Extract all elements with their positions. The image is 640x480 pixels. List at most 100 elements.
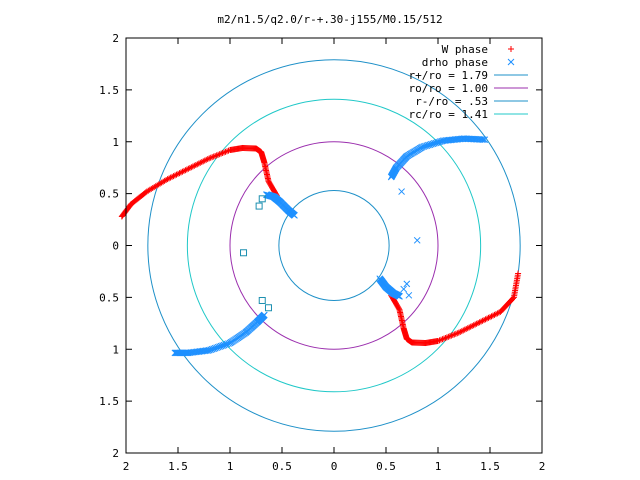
y-tick-label: 2 [112,447,119,460]
drho-phase-point [405,291,413,299]
w-phase-point [164,176,171,183]
w-phase-point [457,328,464,335]
drho-phase-point [174,349,182,357]
w-phase-point [183,166,190,173]
w-phase-point [440,335,447,342]
drho-phase-point [172,349,180,357]
w-phase-point [435,337,441,344]
w-phase-point [218,150,225,157]
w-phase-point [476,319,483,326]
w-phase-point [207,154,214,161]
w-phase-point [175,170,181,177]
w-phase-point [180,167,187,174]
y-tick-label: 0 [112,240,119,253]
w-phase-point [472,321,479,328]
series-0 [118,144,522,347]
drho-phase-point [396,292,403,300]
w-phase-point [222,148,229,155]
drho-phase-point [173,349,181,357]
w-phase-point [470,322,477,329]
x-tick-label: 1 [227,460,234,473]
legend-marker [508,46,514,52]
w-phase-point [445,333,452,340]
w-phase-point [492,311,499,318]
drho-phase-point [481,136,489,144]
w-phase-point [449,332,456,339]
y-tick-label: 1.5 [99,84,119,97]
drho-phase-point [403,280,411,288]
w-phase-point [195,160,202,167]
y-tick-label: 1 [112,136,119,149]
y-tick-label: 0.5 [99,291,119,304]
drho-phase-point [291,212,298,219]
w-phase-point [167,174,174,181]
w-phase-point [488,313,495,320]
w-phase-point [494,310,501,317]
w-phase-point [439,336,446,343]
square-marker [255,202,263,210]
w-phase-point [219,150,226,157]
w-phase-point [446,333,453,340]
drho-phase-point [478,136,486,143]
w-phase-point [197,159,204,166]
w-phase-point [177,169,184,176]
x-tick-label: 0 [331,460,338,473]
w-phase-point [461,326,468,333]
w-phase-point [478,318,485,325]
legend-label: r+/ro = 1.79 [409,69,488,82]
w-phase-point [221,149,228,156]
w-phase-point [201,157,208,164]
w-phase-point [166,175,173,182]
w-phase-point [458,328,465,335]
drho-phase-point [413,236,421,244]
y-tick-label: 1 [112,343,119,356]
square-marker [240,249,248,257]
legend-label: r-/ro = .53 [415,95,488,108]
drho-phase-point [398,188,405,195]
chart-title: m2/n1.5/q2.0/r-+.30-j155/M0.15/512 [217,13,442,26]
w-phase-point [210,153,217,160]
w-phase-point [436,337,443,344]
x-tick-label: 2 [539,460,546,473]
w-phase-point [216,151,223,158]
circle-1 [229,141,439,350]
drho-phase-point [400,285,408,293]
axis-ticks: 2 1.5 1 0.5 0 0.5 1 1.5 221.510.500.511.52 [99,32,545,473]
w-phase-point [455,329,462,336]
w-phase-point [485,314,492,321]
w-phase-point [206,155,213,162]
square-marker [258,296,266,304]
legend-label: rc/ro = 1.41 [409,108,488,121]
w-phase-point [189,163,196,170]
w-phase-point [212,152,219,159]
w-phase-point [452,330,459,337]
w-phase-point [170,173,177,180]
w-phase-point [192,162,199,169]
w-phase-point [172,172,179,179]
x-tick-label: 1.5 [168,460,188,473]
w-phase-point [224,148,231,155]
w-phase-point [460,327,467,334]
y-tick-label: 0.5 [99,188,119,201]
w-phase-point [169,173,176,180]
w-phase-point [204,156,211,163]
w-phase-point [454,330,461,337]
w-phase-point [194,161,201,168]
w-phase-point [198,159,205,166]
w-phase-point [473,320,480,327]
w-phase-point [515,270,522,277]
w-phase-point [203,156,210,163]
radius-circles [147,59,521,432]
w-phase-point [209,154,216,161]
w-phase-point [176,170,183,177]
w-phase-point [475,320,482,327]
w-phase-point [191,162,198,169]
w-phase-point [469,322,476,329]
w-phase-point [464,325,471,332]
legend-marker [507,58,515,66]
w-phase-point [487,314,493,321]
w-phase-point [482,316,489,323]
w-phase-point [200,158,207,165]
y-tick-label: 1.5 [99,395,119,408]
